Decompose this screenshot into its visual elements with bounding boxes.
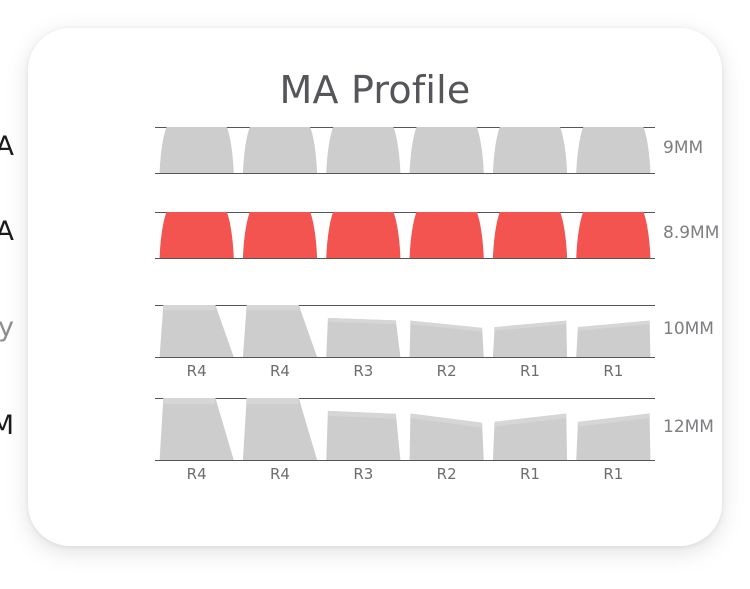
keycap <box>409 127 484 173</box>
keycap <box>242 212 318 258</box>
keycap <box>409 413 484 460</box>
keycap <box>326 212 401 258</box>
keycap <box>159 127 234 173</box>
keycap <box>326 127 401 173</box>
keycap-row-label: R1 <box>603 465 624 483</box>
keycap-row-label: R2 <box>436 362 457 380</box>
keycap-row-labels: R4 R4 R3 R2 R1 R1 <box>155 465 655 483</box>
profile-drawing <box>155 212 655 260</box>
height-label: 10MM <box>663 319 714 339</box>
keycap <box>492 320 568 357</box>
keycap <box>159 398 234 460</box>
keycap <box>326 410 401 460</box>
profile-name-label: OEM <box>0 410 14 441</box>
profile-drawing <box>155 305 655 359</box>
keycap <box>492 127 568 173</box>
keycap <box>159 212 234 258</box>
keycap <box>242 398 318 460</box>
keycap-row-label: R4 <box>270 465 290 483</box>
keycap <box>326 318 401 357</box>
keycap <box>159 305 234 357</box>
keycap-row-labels: R4 R4 R3 R2 R1 R1 <box>155 362 655 380</box>
profile-comparison-card: MA Profile XDA 9MM MA 8.9MM Cherry 10MM R4 R4 R3… <box>0 28 722 546</box>
page-title: MA Profile <box>279 68 471 112</box>
keycap <box>242 127 318 173</box>
keycap <box>576 212 651 258</box>
profile-drawing <box>155 127 655 175</box>
keycap <box>492 413 568 460</box>
keycap <box>492 212 568 258</box>
profile-name-label: XDA <box>0 131 14 162</box>
keycap-row-label: R1 <box>603 362 624 380</box>
profile-name-label: MA <box>0 216 14 247</box>
keycap <box>576 127 651 173</box>
height-label: 8.9MM <box>663 223 720 243</box>
keycap-row-label: R3 <box>353 465 374 483</box>
keycap <box>242 305 318 357</box>
keycap-row-label: R4 <box>186 362 207 380</box>
keycap-row-label: R3 <box>353 362 374 380</box>
keycap <box>576 413 651 460</box>
keycap <box>576 320 651 357</box>
profile-name-label: Cherry <box>0 312 14 343</box>
height-label: 9MM <box>663 138 704 158</box>
keycap-row-label: R1 <box>519 465 540 483</box>
keycap <box>409 320 484 357</box>
keycap-row-label: R4 <box>186 465 207 483</box>
keycap-row-label: R4 <box>270 362 290 380</box>
keycap <box>409 212 484 258</box>
keycap-row-label: R2 <box>436 465 457 483</box>
keycap-row-label: R1 <box>519 362 540 380</box>
profile-drawing <box>155 398 655 462</box>
height-label: 12MM <box>663 417 714 437</box>
